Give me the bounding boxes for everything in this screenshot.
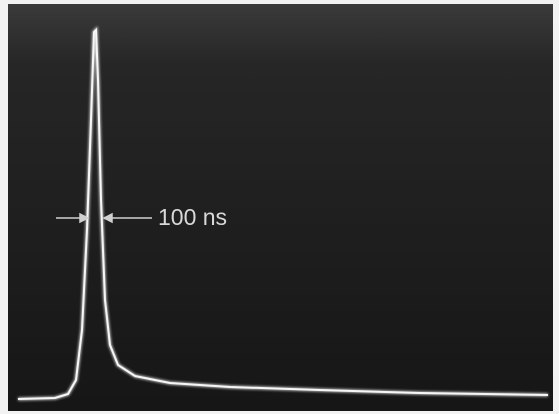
screen [8, 4, 553, 411]
oscilloscope-photo: 100 ns [0, 0, 559, 414]
page: 100 ns (() => { const data = JSON.parse(… [0, 0, 559, 414]
pulse-width-label: 100 ns [158, 204, 227, 230]
